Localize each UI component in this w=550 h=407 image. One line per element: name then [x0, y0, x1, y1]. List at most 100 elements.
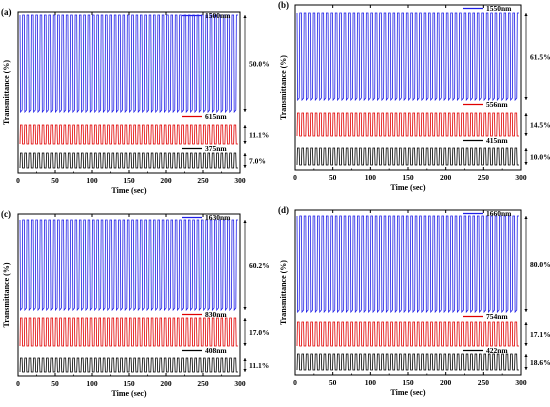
- legend-label: 615nm: [205, 112, 227, 121]
- x-tick-label: 150: [402, 173, 414, 182]
- modulation-label: 18.6%: [530, 358, 550, 367]
- modulation-label: 80.0%: [530, 260, 550, 269]
- panel-label: (c): [1, 209, 11, 219]
- arrow-head-up: [524, 216, 528, 219]
- x-axis-label: Time (sec): [111, 389, 147, 398]
- series-trace-1630nm: [19, 219, 238, 312]
- y-axis-label: Transmittance (%): [2, 60, 11, 125]
- series-trace-615nm: [19, 124, 238, 145]
- x-tick-label: 50: [329, 378, 337, 387]
- series-trace-1660nm: [296, 215, 519, 314]
- legend-label: 754nm: [486, 312, 508, 321]
- arrow-head-down: [524, 133, 528, 136]
- series-trace-830nm: [19, 317, 238, 347]
- x-tick-label: 0: [293, 173, 297, 182]
- series-trace-422nm: [296, 353, 519, 371]
- x-tick-label: 100: [365, 173, 377, 182]
- x-tick-label: 200: [440, 173, 452, 182]
- x-tick-label: 150: [123, 379, 135, 388]
- legend-label: 556nm: [486, 100, 508, 109]
- x-axis-label: Time (sec): [390, 388, 426, 397]
- panel-label: (a): [1, 7, 12, 17]
- arrow-head-down: [243, 369, 247, 372]
- arrow-head-up: [243, 15, 247, 18]
- modulation-label: 14.5%: [530, 121, 550, 130]
- x-tick-label: 200: [160, 379, 172, 388]
- series-trace-754nm: [296, 321, 519, 347]
- modulation-label: 11.1%: [249, 361, 269, 370]
- x-tick-label: 300: [515, 173, 527, 182]
- arrow-head-down: [243, 343, 247, 346]
- arrow-head-down: [524, 97, 528, 100]
- arrow-head-up: [243, 358, 247, 361]
- arrow-head-down: [243, 307, 247, 310]
- x-tick-label: 50: [329, 173, 337, 182]
- modulation-label: 17.1%: [530, 330, 550, 339]
- arrow-head-down: [524, 162, 528, 165]
- modulation-label: 11.1%: [249, 131, 269, 140]
- modulation-label: 50.0%: [249, 60, 270, 69]
- modulation-label: 10.0%: [530, 153, 550, 162]
- y-axis-label: Transmittance (%): [279, 260, 288, 325]
- x-tick-label: 200: [440, 378, 452, 387]
- panel-label: (d): [278, 205, 289, 215]
- arrow-head-up: [524, 13, 528, 16]
- arrow-head-up: [243, 220, 247, 223]
- legend-label: 1660nm: [486, 209, 512, 218]
- series-trace-375nm: [19, 152, 238, 169]
- arrow-head-down: [243, 109, 247, 112]
- series-trace-556nm: [296, 112, 519, 137]
- arrow-head-down: [524, 343, 528, 346]
- x-axis-label: Time (sec): [111, 186, 147, 195]
- x-tick-label: 50: [51, 379, 59, 388]
- x-tick-label: 250: [478, 173, 490, 182]
- arrow-head-up: [243, 125, 247, 128]
- x-axis-label: Time (sec): [390, 183, 426, 192]
- chart-panel-3: 0 50 100 150 200 250 300 Time (sec) Transmittanc…: [1, 209, 270, 398]
- modulation-label: 7.0%: [249, 157, 266, 166]
- x-tick-label: 300: [234, 379, 246, 388]
- x-tick-label: 150: [123, 176, 135, 185]
- chart-panel-1: 0 50 100 150 200 250 300 Time (sec) Transmittanc…: [1, 7, 270, 195]
- x-tick-label: 250: [197, 176, 209, 185]
- arrow-head-up: [243, 153, 247, 156]
- legend-label: 1500nm: [205, 11, 231, 20]
- legend-label: 422nm: [486, 346, 508, 355]
- x-tick-label: 100: [365, 378, 377, 387]
- arrow-head-down: [524, 367, 528, 370]
- arrow-head-up: [524, 113, 528, 116]
- arrow-head-up: [524, 354, 528, 357]
- x-tick-label: 200: [160, 176, 172, 185]
- x-tick-label: 100: [86, 176, 98, 185]
- legend-label: 415nm: [486, 136, 508, 145]
- arrow-head-down: [243, 165, 247, 168]
- legend-label: 1550nm: [486, 4, 512, 13]
- arrow-head-down: [243, 141, 247, 144]
- arrow-head-up: [524, 148, 528, 151]
- legend-label: 830nm: [205, 310, 227, 319]
- y-axis-label: Transmittance (%): [279, 55, 288, 120]
- arrow-head-up: [524, 322, 528, 325]
- arrow-head-up: [243, 318, 247, 321]
- modulation-label: 60.2%: [249, 261, 270, 270]
- x-tick-label: 250: [478, 378, 490, 387]
- panel-label: (b): [278, 0, 289, 10]
- arrow-head-down: [524, 309, 528, 312]
- x-tick-label: 0: [16, 379, 20, 388]
- chart-panel-2: 0 50 100 150 200 250 300 Time (sec) Transmittanc…: [278, 0, 550, 192]
- series-trace-415nm: [296, 147, 519, 166]
- y-axis-label: Transmittance (%): [2, 262, 11, 327]
- x-tick-label: 300: [234, 176, 246, 185]
- x-tick-label: 300: [515, 378, 527, 387]
- legend-label: 375nm: [205, 144, 227, 153]
- x-tick-label: 250: [197, 379, 209, 388]
- legend-label: 408nm: [205, 346, 227, 355]
- series-trace-408nm: [19, 357, 238, 373]
- modulation-label: 17.0%: [249, 328, 270, 337]
- legend-label: 1630nm: [205, 213, 231, 222]
- modulation-label: 61.5%: [530, 53, 550, 62]
- chart-panel-4: 0 50 100 150 200 250 300 Time (sec) Transmittanc…: [278, 205, 550, 397]
- x-tick-label: 0: [293, 378, 297, 387]
- x-tick-label: 50: [51, 176, 59, 185]
